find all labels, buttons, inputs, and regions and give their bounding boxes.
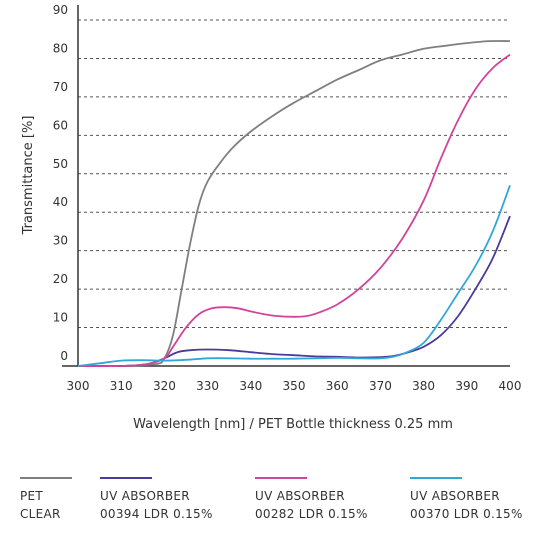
legend-label: UV ABSORBER <box>410 489 500 503</box>
x-tick-label: 330 <box>196 379 219 393</box>
grid-lines <box>78 19 510 329</box>
legend-label: PET <box>20 489 43 503</box>
series-line-1 <box>77 40 511 368</box>
legend-label: 00370 LDR 0.15% <box>410 507 523 521</box>
x-tick-label: 310 <box>110 379 133 393</box>
y-tick-label: 90 <box>53 3 68 17</box>
x-tick-label: 360 <box>326 379 349 393</box>
x-tick-label: 320 <box>153 379 176 393</box>
y-tick-labels: 0 10 20 30 40 50 60 70 80 90 <box>53 3 68 363</box>
x-tick-label: 350 <box>283 379 306 393</box>
series-line-4 <box>77 184 511 367</box>
axes <box>62 5 510 367</box>
y-tick-label: 80 <box>53 41 68 55</box>
series-line-3 <box>77 53 511 368</box>
y-axis-label: Transmittance [%] <box>21 116 36 236</box>
y-tick-label: 30 <box>53 234 68 248</box>
legend-label: 00282 LDR 0.15% <box>255 507 368 521</box>
y-tick-label: 10 <box>53 311 68 325</box>
x-tick-label: 340 <box>239 379 262 393</box>
x-tick-label: 300 <box>67 379 90 393</box>
x-tick-label: 380 <box>412 379 435 393</box>
x-tick-label: 370 <box>369 379 392 393</box>
legend-label: UV ABSORBER <box>255 489 345 503</box>
legend: PET CLEAR UV ABSORBER 00394 LDR 0.15% UV ABS… <box>20 477 523 521</box>
legend-label: 00394 LDR 0.15% <box>100 507 213 521</box>
legend-label: CLEAR <box>20 507 61 521</box>
y-tick-label: 60 <box>53 118 68 132</box>
series-lines <box>77 40 511 368</box>
x-tick-label: 390 <box>455 379 478 393</box>
y-tick-label: 70 <box>53 80 68 94</box>
y-tick-label: 50 <box>53 157 68 171</box>
legend-label: UV ABSORBER <box>100 489 190 503</box>
y-tick-label: 20 <box>53 272 68 286</box>
x-tick-label: 400 <box>499 379 522 393</box>
y-tick-label: 40 <box>53 195 68 209</box>
series-line-2 <box>77 215 511 368</box>
x-axis-label: Wavelength [nm] / PET Bottle thickness 0… <box>133 417 453 432</box>
x-tick-labels: 300 310 320 330 340 350 360 370 380 390 400 <box>67 379 522 393</box>
y-tick-label: 0 <box>60 349 68 363</box>
